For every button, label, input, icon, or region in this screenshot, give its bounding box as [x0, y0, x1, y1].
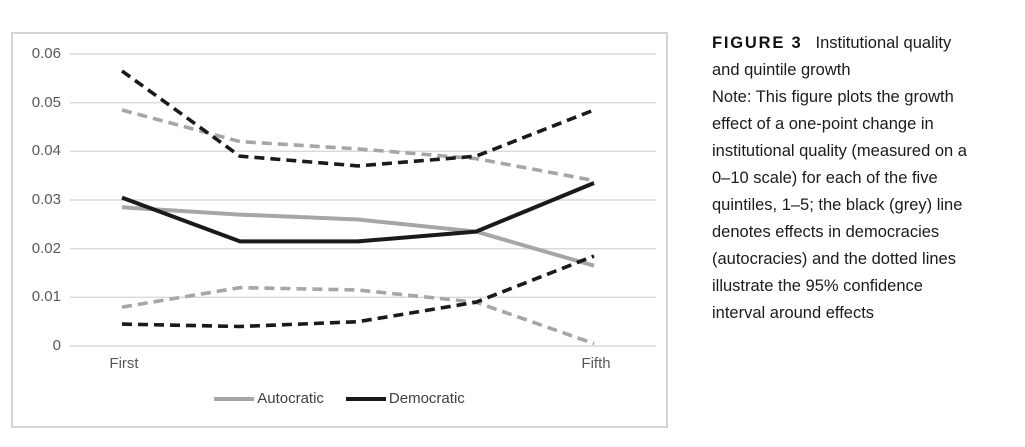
- plot-svg: [70, 53, 656, 347]
- x-tick-fifth: Fifth: [581, 355, 611, 372]
- caption-line-10: illustrate the 95% confidence: [712, 277, 923, 295]
- series-democratic-upper-ci: [120, 69, 595, 168]
- figure-number-label: FIGURE 3: [712, 34, 803, 52]
- y-tick-0.03: 0.03: [31, 191, 61, 208]
- legend-item-autocratic: Autocratic: [214, 390, 324, 407]
- caption-line-6: 0–10 scale) for each of the five: [712, 169, 938, 187]
- caption-line-9: (autocracies) and the dotted lines: [712, 250, 956, 268]
- caption-text-lines: and quintile growth Note: This figure plo…: [712, 57, 1024, 327]
- caption-line-8: denotes effects in democracies: [712, 223, 940, 241]
- democratic-line-icon: [345, 396, 386, 401]
- legend-label-democratic: Democratic: [388, 390, 465, 407]
- series-autocratic-upper-ci: [121, 108, 595, 183]
- figure-title: Institutional quality: [815, 34, 952, 52]
- y-tick-0: 0: [52, 337, 61, 354]
- y-tick-0.02: 0.02: [31, 240, 61, 257]
- figure-caption: FIGURE 3 Institutional quality and quinti…: [712, 30, 1024, 327]
- autocratic-line-icon: [214, 396, 255, 401]
- series-democratic-lower-ci: [121, 254, 595, 329]
- caption-line-7: quintiles, 1–5; the black (grey) line: [712, 196, 963, 214]
- series-autocratic-lower-ci: [121, 285, 595, 346]
- legend-label-autocratic: Autocratic: [257, 390, 324, 407]
- series-autocratic-mean: [121, 205, 595, 268]
- caption-title-line: FIGURE 3 Institutional quality: [712, 30, 1024, 57]
- x-tick-first: First: [109, 355, 139, 372]
- legend: Autocratic Democratic: [13, 390, 666, 407]
- y-tick-0.06: 0.06: [31, 45, 61, 62]
- caption-line-3: Note: This figure plots the growth: [712, 88, 954, 106]
- y-axis-ticks: 0.06 0.05 0.04 0.03 0.02 0.01 0: [13, 34, 61, 426]
- series-democratic-mean: [121, 181, 595, 244]
- caption-line-11: interval around effects: [712, 304, 875, 322]
- y-tick-0.01: 0.01: [31, 288, 61, 305]
- legend-item-democratic: Democratic: [345, 390, 465, 407]
- caption-line-4: effect of a one-point change in: [712, 115, 934, 133]
- y-tick-0.05: 0.05: [31, 94, 61, 111]
- chart-panel: 0.06 0.05 0.04 0.03 0.02 0.01 0 First Fifth Au…: [11, 32, 668, 428]
- y-tick-0.04: 0.04: [31, 142, 61, 159]
- caption-line-2: and quintile growth: [712, 61, 851, 79]
- caption-line-5: institutional quality (measured on a: [712, 142, 967, 160]
